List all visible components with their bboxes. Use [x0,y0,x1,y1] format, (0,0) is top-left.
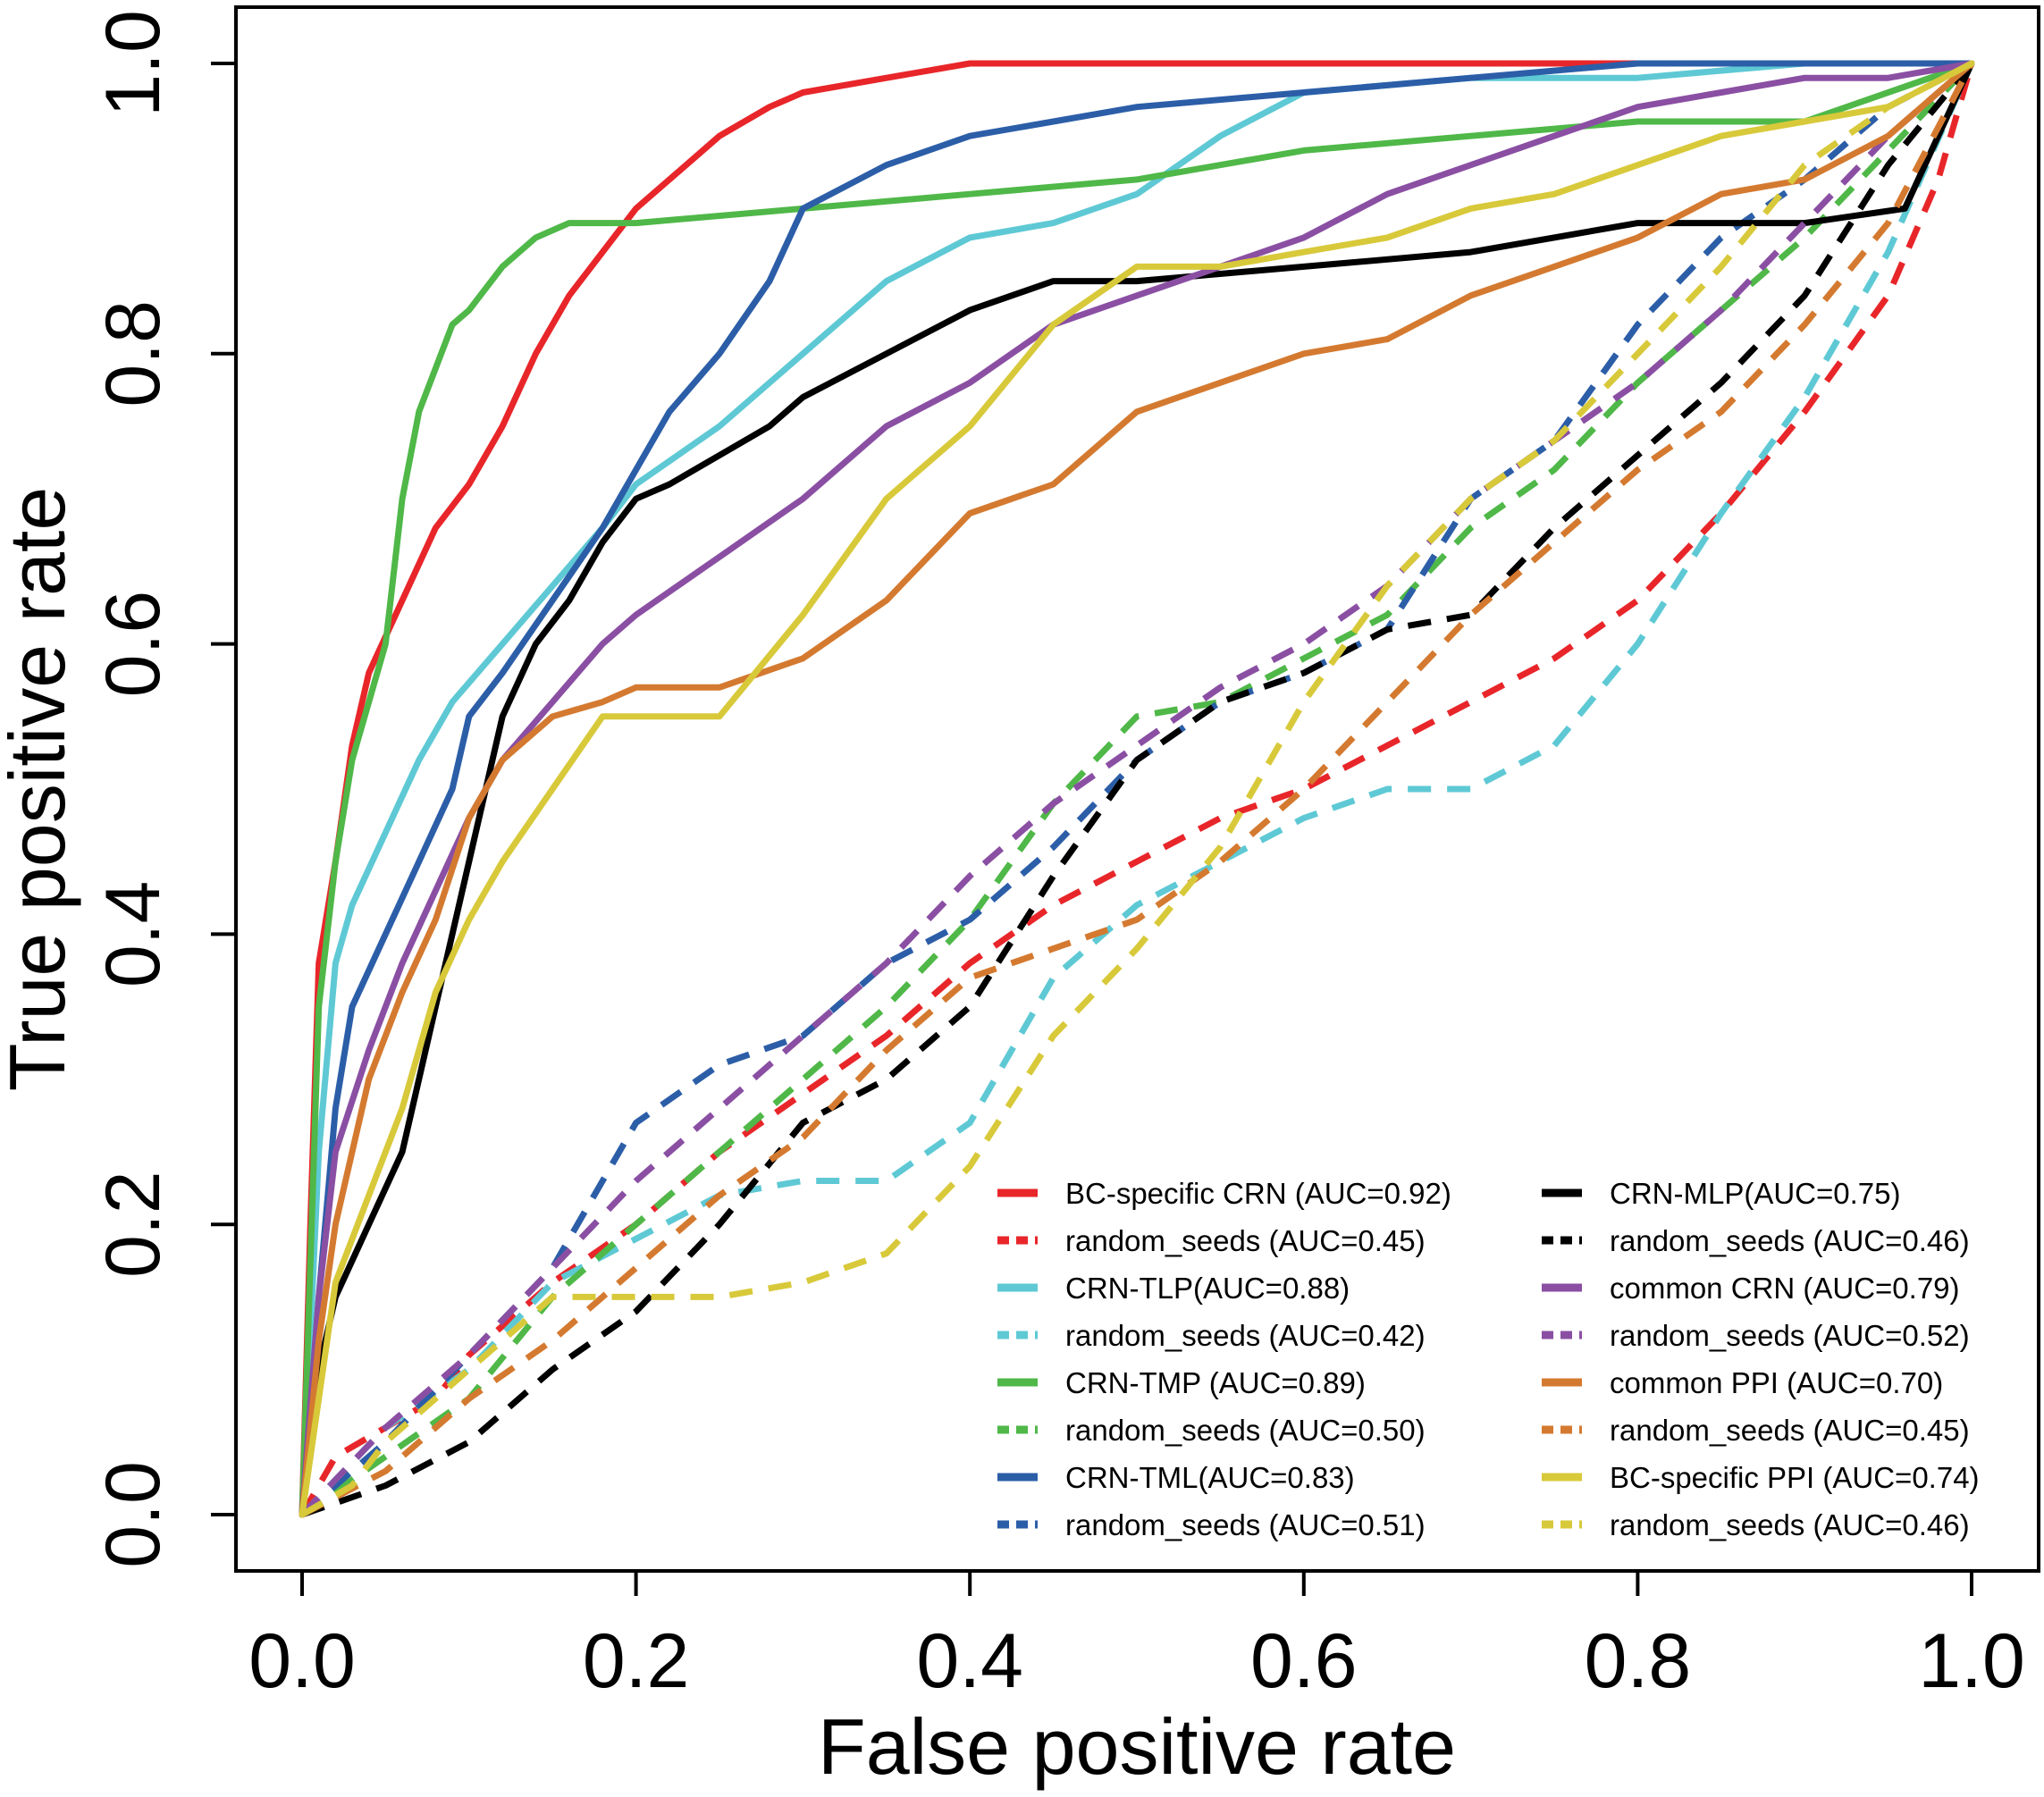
series-line-16 [300,60,1973,1518]
series-line-13 [299,60,1975,1518]
series-line-14 [300,62,1975,1518]
series-line-7 [299,60,1975,1518]
series-line-2 [299,63,1975,1516]
legend-label-2: random_seeds (AUC=0.45) [1065,1224,1426,1257]
x-tick-label-2: 0.4 [916,1618,1023,1704]
legend-label-6: random_seeds (AUC=0.50) [1065,1414,1426,1447]
series-line-10 [300,61,1974,1518]
legend-label-7: CRN-TML(AUC=0.83) [1065,1461,1355,1494]
y-tick-label-2: 0.4 [90,881,176,988]
x-axis-title: False positive rate [818,1702,1456,1791]
legend-label-3: CRN-TLP(AUC=0.88) [1065,1272,1350,1305]
legend-label-1: BC-specific CRN (AUC=0.92) [1065,1177,1451,1210]
legend-label-15: BC-specific PPI (AUC=0.74) [1610,1461,1980,1494]
series-line-11 [299,60,1975,1518]
y-axis: 0.0 0.2 0.4 0.6 0.8 1.0 [90,10,238,1568]
series-line-4 [299,62,1975,1517]
legend: BC-specific CRN (AUC=0.92) random_seeds (… [997,1177,1980,1541]
y-tick-label-5: 1.0 [90,10,176,117]
legend-label-12: random_seeds (AUC=0.52) [1610,1319,1970,1352]
legend-label-13: common PPI (AUC=0.70) [1610,1366,1943,1399]
legend-label-14: random_seeds (AUC=0.45) [1610,1414,1970,1447]
y-tick-label-0: 0.0 [90,1461,176,1568]
legend-label-4: random_seeds (AUC=0.42) [1065,1319,1426,1352]
legend-label-10: random_seeds (AUC=0.46) [1610,1224,1970,1257]
legend-label-8: random_seeds (AUC=0.51) [1065,1508,1426,1541]
series-line-15 [299,60,1975,1518]
y-tick-label-1: 0.2 [90,1171,176,1278]
y-axis-title: True positive rate [0,487,81,1092]
x-tick-label-3: 0.6 [1250,1618,1358,1704]
series-line-5 [299,60,1975,1518]
series-line-1 [299,60,1975,1518]
legend-label-16: random_seeds (AUC=0.46) [1610,1508,1970,1541]
x-tick-label-0: 0.0 [248,1618,356,1704]
legend-label-11: common CRN (AUC=0.79) [1610,1272,1960,1305]
series-line-6 [300,61,1974,1517]
x-tick-label-1: 0.2 [583,1618,690,1704]
legend-label-9: CRN-MLP(AUC=0.75) [1610,1177,1901,1210]
x-tick-label-5: 1.0 [1918,1618,2025,1704]
x-axis: 0.0 0.2 0.4 0.6 0.8 1.0 [248,1569,2025,1704]
series-layer [299,60,1975,1518]
series-line-9 [299,60,1975,1518]
y-tick-label-3: 0.6 [90,591,176,698]
y-tick-label-4: 0.8 [90,300,176,407]
legend-label-5: CRN-TMP (AUC=0.89) [1065,1366,1366,1399]
x-tick-label-4: 0.8 [1585,1618,1692,1704]
